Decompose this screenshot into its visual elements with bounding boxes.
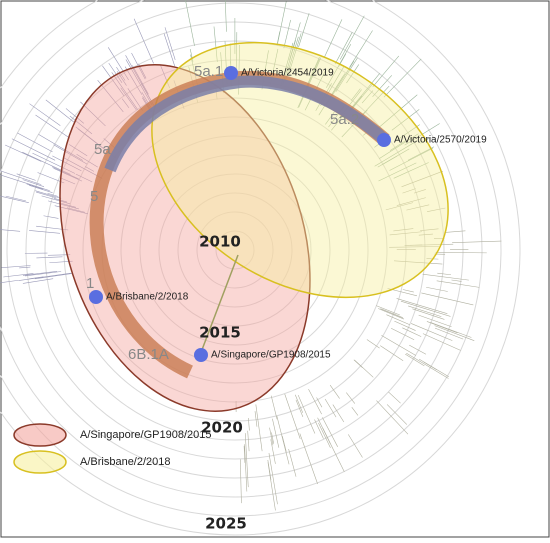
legend-label: A/Brisbane/2/2018 <box>80 456 171 468</box>
strain-label: A/Brisbane/2/2018 <box>106 292 189 303</box>
strain-marker <box>377 133 391 147</box>
legend-swatch <box>14 424 66 446</box>
legend-label: A/Singapore/GP1908/2015 <box>80 429 212 441</box>
clade-label: 1 <box>86 275 94 292</box>
legend-swatch <box>14 451 66 473</box>
strain-label: A/Singapore/GP1908/2015 <box>211 350 331 361</box>
clade-label: 6B.1A <box>128 346 169 363</box>
strain-label: A/Victoria/2454/2019 <box>241 68 334 79</box>
clade-label: 5a <box>94 141 111 158</box>
year-label: 2025 <box>205 515 247 533</box>
year-label: 2015 <box>199 324 241 342</box>
year-label: 2010 <box>199 233 241 251</box>
strain-label: A/Victoria/2570/2019 <box>394 135 487 146</box>
clade-label: 5a.2 <box>330 111 359 128</box>
clade-label: 5a.1 <box>194 63 223 80</box>
strain-marker <box>224 66 238 80</box>
strain-marker <box>89 290 103 304</box>
clade-label: 5 <box>90 188 98 205</box>
strain-marker <box>194 348 208 362</box>
